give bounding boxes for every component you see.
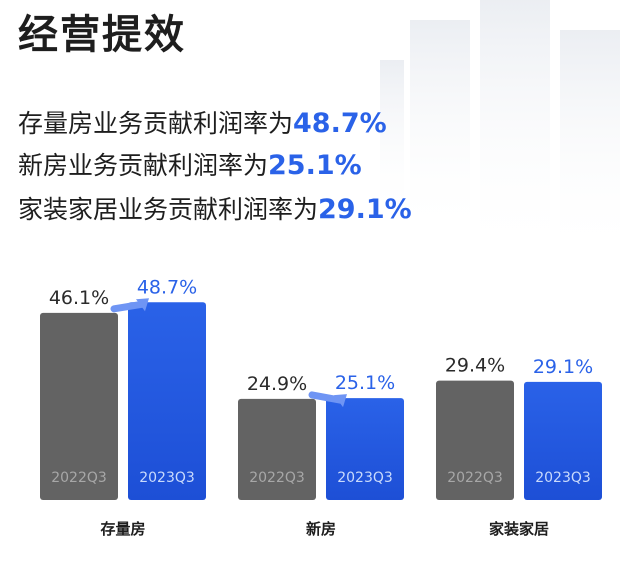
bar-series-label: 2022Q3 [447,470,503,486]
bar-series-label: 2023Q3 [337,470,393,486]
category-label: 存量房 [100,520,145,538]
metric-value: 25.1% [268,150,362,181]
metric-label: 家装家居业务贡献利润率为 [18,195,319,224]
bar-value-label: 29.1% [533,356,593,378]
bar-2023Q3 [128,302,206,500]
category-label: 家装家居 [489,520,549,538]
metric-line-home-furnishing: 家装家居业务贡献利润率为29.1% [18,190,412,226]
metric-value: 29.1% [318,194,412,225]
metric-line-existing-housing: 存量房业务贡献利润率为48.7% [18,104,387,140]
growth-arrow-icon [308,391,344,404]
bar-value-label: 46.1% [49,287,109,309]
growth-arrowhead-icon [136,298,149,312]
bar-2022Q3 [40,312,118,500]
bar-value-label: 25.1% [335,372,395,394]
metric-value: 48.7% [293,108,387,139]
bar-value-label: 24.9% [247,373,307,395]
bar-value-label: 29.4% [445,355,505,377]
metric-line-new-housing: 新房业务贡献利润率为25.1% [18,146,362,182]
bar-series-label: 2023Q3 [139,470,195,486]
bar-2022Q3 [436,380,514,500]
building-background-decoration [380,0,620,260]
bar-series-label: 2022Q3 [249,470,305,486]
page-title: 经营提效 [18,12,186,58]
growth-arrow-icon [110,300,146,313]
metric-label: 存量房业务贡献利润率为 [18,109,294,138]
bar-series-label: 2022Q3 [51,470,107,486]
category-label: 新房 [306,520,336,538]
bar-2023Q3 [524,381,602,500]
bar-2023Q3 [326,398,404,500]
metric-label: 新房业务贡献利润率为 [18,151,269,180]
bar-2022Q3 [238,398,316,500]
growth-arrowhead-icon [334,394,347,408]
bar-series-label: 2023Q3 [535,470,591,486]
bar-value-label: 48.7% [137,276,197,298]
